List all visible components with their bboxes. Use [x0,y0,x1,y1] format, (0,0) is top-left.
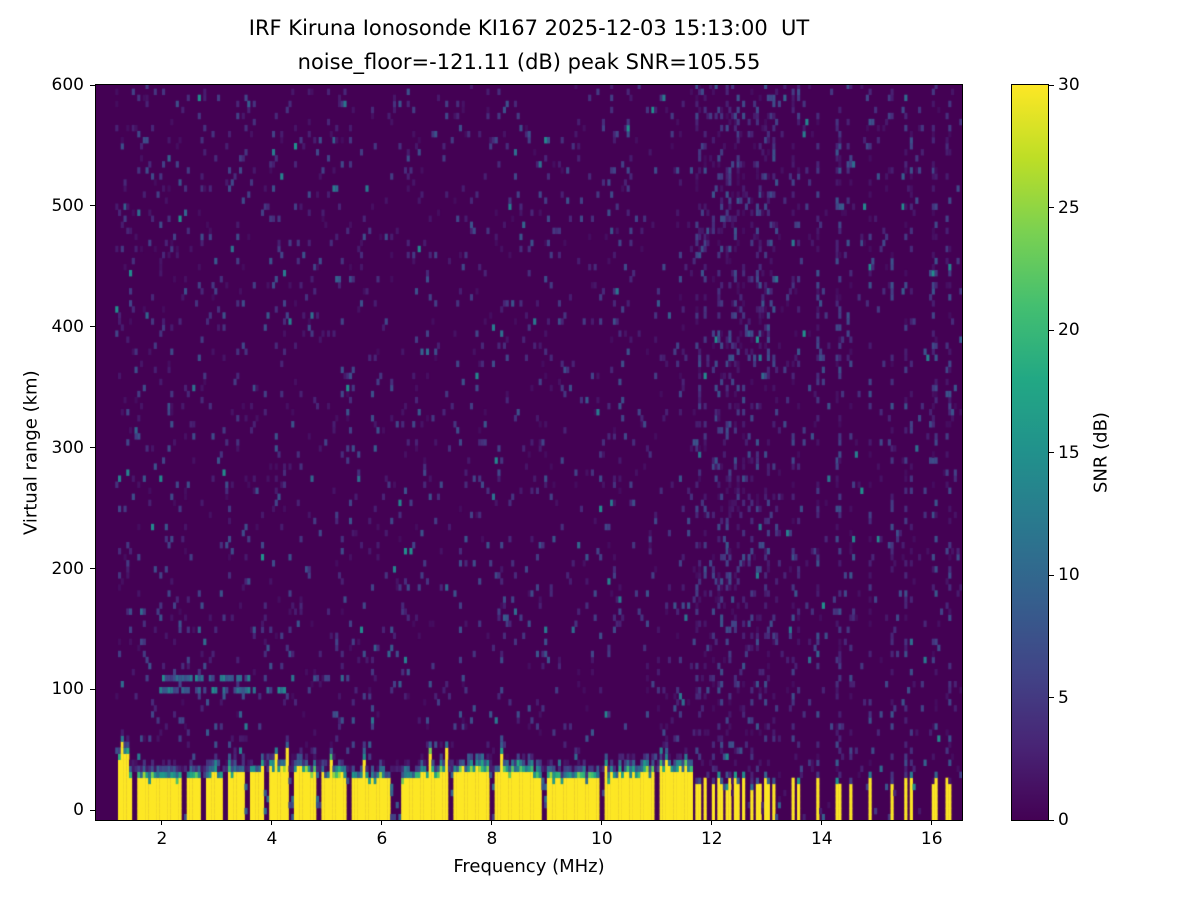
x-tick-label: 6 [376,829,388,849]
x-tick-label: 16 [920,829,943,849]
colorbar-tick-mark [1049,84,1054,86]
y-tick-mark [90,84,96,86]
y-tick-label: 100 [51,679,84,700]
colorbar-tick-label: 15 [1058,442,1080,463]
colorbar-tick-label: 0 [1058,810,1069,830]
colorbar-tick-mark [1049,574,1054,576]
colorbar-tick-mark [1049,819,1054,821]
y-tick-mark [90,326,96,328]
colorbar-tick-mark [1049,452,1054,453]
x-tick-mark [491,820,493,825]
y-tick-mark [90,568,96,570]
x-tick-mark [711,820,713,825]
y-tick-mark [90,688,96,690]
colorbar-tick-label: 25 [1058,197,1080,218]
colorbar-gradient [1012,85,1048,820]
colorbar-tick-label: 20 [1058,320,1080,340]
y-tick-label: 400 [51,316,84,337]
ionogram-heatmap [96,85,962,820]
plot-area [95,84,963,821]
y-tick-label: 500 [51,195,84,216]
colorbar-tick-label: 10 [1058,565,1080,585]
x-tick-mark [931,820,933,825]
chart-subtitle: noise_floor=-121.11 (dB) peak SNR=105.55 [297,50,761,74]
x-tick-mark [271,820,273,825]
x-tick-mark [821,820,823,825]
x-tick-mark [161,820,163,825]
x-tick-mark [381,820,383,825]
x-tick-label: 8 [486,829,498,849]
y-tick-label: 600 [51,75,84,95]
x-tick-mark [601,820,603,825]
y-tick-mark [90,809,96,811]
colorbar-tick-mark [1049,697,1054,698]
x-tick-label: 14 [810,829,833,849]
x-tick-label: 4 [266,829,278,849]
colorbar-tick-mark [1049,207,1054,208]
y-tick-label: 0 [73,800,84,821]
colorbar-tick-mark [1049,329,1054,331]
colorbar-tick-label: 30 [1058,75,1080,95]
x-tick-label: 2 [156,829,168,849]
y-tick-label: 200 [51,558,84,579]
x-tick-label: 10 [591,829,613,849]
chart-title: IRF Kiruna Ionosonde KI167 2025-12-03 15… [248,16,810,40]
y-tick-mark [90,205,96,207]
y-tick-label: 300 [51,437,84,458]
colorbar [1011,84,1049,821]
x-axis-label: Frequency (MHz) [453,856,605,877]
x-tick-label: 12 [700,829,723,849]
colorbar-tick-label: 5 [1058,687,1069,708]
y-tick-mark [90,447,96,449]
